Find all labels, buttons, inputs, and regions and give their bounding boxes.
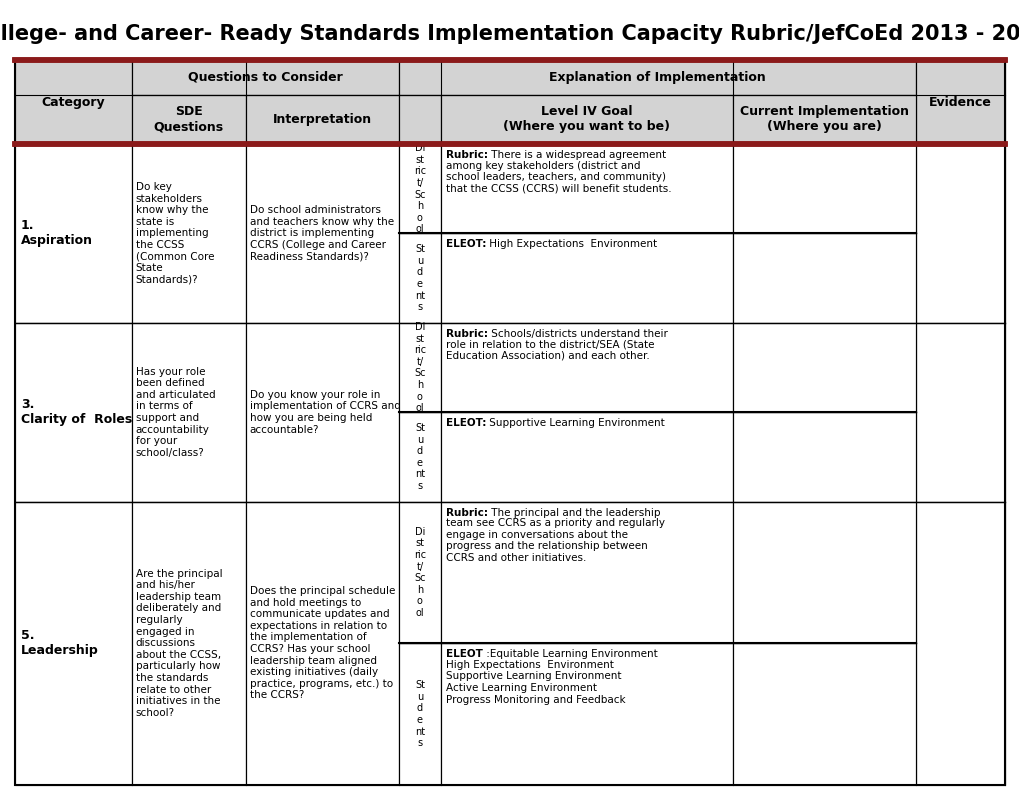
Text: Rubric:: Rubric:	[445, 329, 487, 339]
Text: Interpretation: Interpretation	[272, 113, 372, 126]
Text: Category: Category	[42, 95, 105, 109]
Bar	[131, 502, 246, 785]
Text: The principal and the leadership: The principal and the leadership	[487, 507, 659, 518]
Bar	[15, 60, 131, 144]
Bar	[246, 95, 398, 144]
Bar	[440, 643, 732, 785]
Bar	[732, 233, 915, 323]
Text: Do key
stakeholders
know why the
state is
implementing
the CCSS
(Common Core
Sta: Do key stakeholders know why the state i…	[136, 182, 214, 285]
Bar	[440, 144, 732, 233]
Bar	[915, 323, 1004, 502]
Text: Di
st
ric
t/
Sc
h
o
ol: Di st ric t/ Sc h o ol	[414, 322, 426, 413]
Text: There is a widespread agreement: There is a widespread agreement	[487, 150, 665, 160]
Bar	[15, 144, 131, 323]
Text: ELEOT:: ELEOT:	[445, 418, 486, 428]
Text: among key stakeholders (district and
school leaders, teachers, and community)
th: among key stakeholders (district and sch…	[445, 161, 671, 194]
Text: role in relation to the district/SEA (State
Education Association) and each othe: role in relation to the district/SEA (St…	[445, 340, 653, 361]
Bar	[398, 233, 440, 323]
Text: ELEOT: ELEOT	[445, 649, 482, 660]
Bar	[440, 502, 732, 643]
Text: St
u
d
e
nt
s: St u d e nt s	[415, 680, 425, 748]
Text: St
u
d
e
nt
s: St u d e nt s	[415, 244, 425, 312]
Bar	[246, 502, 398, 785]
Bar	[398, 95, 440, 144]
Text: St
u
d
e
nt
s: St u d e nt s	[415, 423, 425, 491]
Bar	[732, 502, 915, 643]
Text: Schools/districts understand their: Schools/districts understand their	[487, 329, 666, 339]
Text: Do you know your role in
implementation of CCRS and
how you are being held
accou: Do you know your role in implementation …	[250, 390, 400, 435]
Bar	[915, 60, 1004, 144]
Text: SDE
Questions: SDE Questions	[154, 106, 223, 133]
Text: Di
st
ric
t/
Sc
h
o
ol: Di st ric t/ Sc h o ol	[414, 143, 426, 234]
Text: Do school administrators
and teachers know why the
district is implementing
CCRS: Do school administrators and teachers kn…	[250, 205, 393, 262]
Bar	[440, 233, 732, 323]
Text: Rubric:: Rubric:	[445, 507, 487, 518]
Text: High Expectations  Environment: High Expectations Environment	[486, 240, 656, 250]
Bar	[131, 323, 246, 502]
Text: 1.
Aspiration: 1. Aspiration	[21, 220, 93, 247]
Text: Supportive Learning Environment: Supportive Learning Environment	[486, 418, 664, 428]
Text: High Expectations  Environment
Supportive Learning Environment
Active Learning E: High Expectations Environment Supportive…	[445, 660, 625, 704]
Bar	[246, 144, 398, 323]
Text: Does the principal schedule
and hold meetings to
communicate updates and
expecta: Does the principal schedule and hold mee…	[250, 586, 394, 701]
Text: Questions to Consider: Questions to Consider	[187, 71, 342, 84]
Bar	[915, 502, 1004, 785]
Bar	[440, 323, 732, 412]
Bar	[732, 412, 915, 502]
Text: team see CCRS as a priority and regularly
engage in conversations about the
prog: team see CCRS as a priority and regularl…	[445, 518, 664, 563]
Bar	[398, 643, 440, 785]
Text: Rubric:: Rubric:	[445, 150, 487, 160]
Bar	[732, 144, 915, 233]
Text: :Equitable Learning Environment: :Equitable Learning Environment	[482, 649, 656, 660]
Bar	[246, 323, 398, 502]
Text: Explanation of Implementation: Explanation of Implementation	[548, 71, 765, 84]
Bar	[15, 502, 131, 785]
Bar	[732, 323, 915, 412]
Bar	[398, 144, 440, 233]
Text: Current Implementation
(Where you are): Current Implementation (Where you are)	[739, 106, 908, 133]
Text: Has your role
been defined
and articulated
in terms of
support and
accountabilit: Has your role been defined and articulat…	[136, 366, 215, 458]
Text: Are the principal
and his/her
leadership team
deliberately and
regularly
engaged: Are the principal and his/her leadership…	[136, 569, 222, 718]
Bar	[15, 323, 131, 502]
Text: 3.
Clarity of  Roles: 3. Clarity of Roles	[21, 398, 132, 426]
Text: Di
st
ric
t/
Sc
h
o
ol: Di st ric t/ Sc h o ol	[414, 527, 426, 618]
Bar	[131, 95, 246, 144]
Text: Level IV Goal
(Where you want to be): Level IV Goal (Where you want to be)	[502, 106, 669, 133]
Bar	[131, 60, 398, 95]
Bar	[398, 60, 915, 95]
Bar	[440, 95, 732, 144]
Text: ELEOT:: ELEOT:	[445, 240, 486, 250]
Bar	[732, 95, 915, 144]
Bar	[732, 643, 915, 785]
Text: Evidence: Evidence	[928, 95, 990, 109]
Bar	[915, 144, 1004, 323]
Bar	[398, 323, 440, 412]
Text: College- and Career- Ready Standards Implementation Capacity Rubric/JefCoEd 2013: College- and Career- Ready Standards Imp…	[0, 24, 1019, 44]
Bar	[131, 144, 246, 323]
Bar	[398, 502, 440, 643]
Bar	[440, 412, 732, 502]
Bar	[398, 412, 440, 502]
Text: 5.
Leadership: 5. Leadership	[21, 630, 99, 657]
